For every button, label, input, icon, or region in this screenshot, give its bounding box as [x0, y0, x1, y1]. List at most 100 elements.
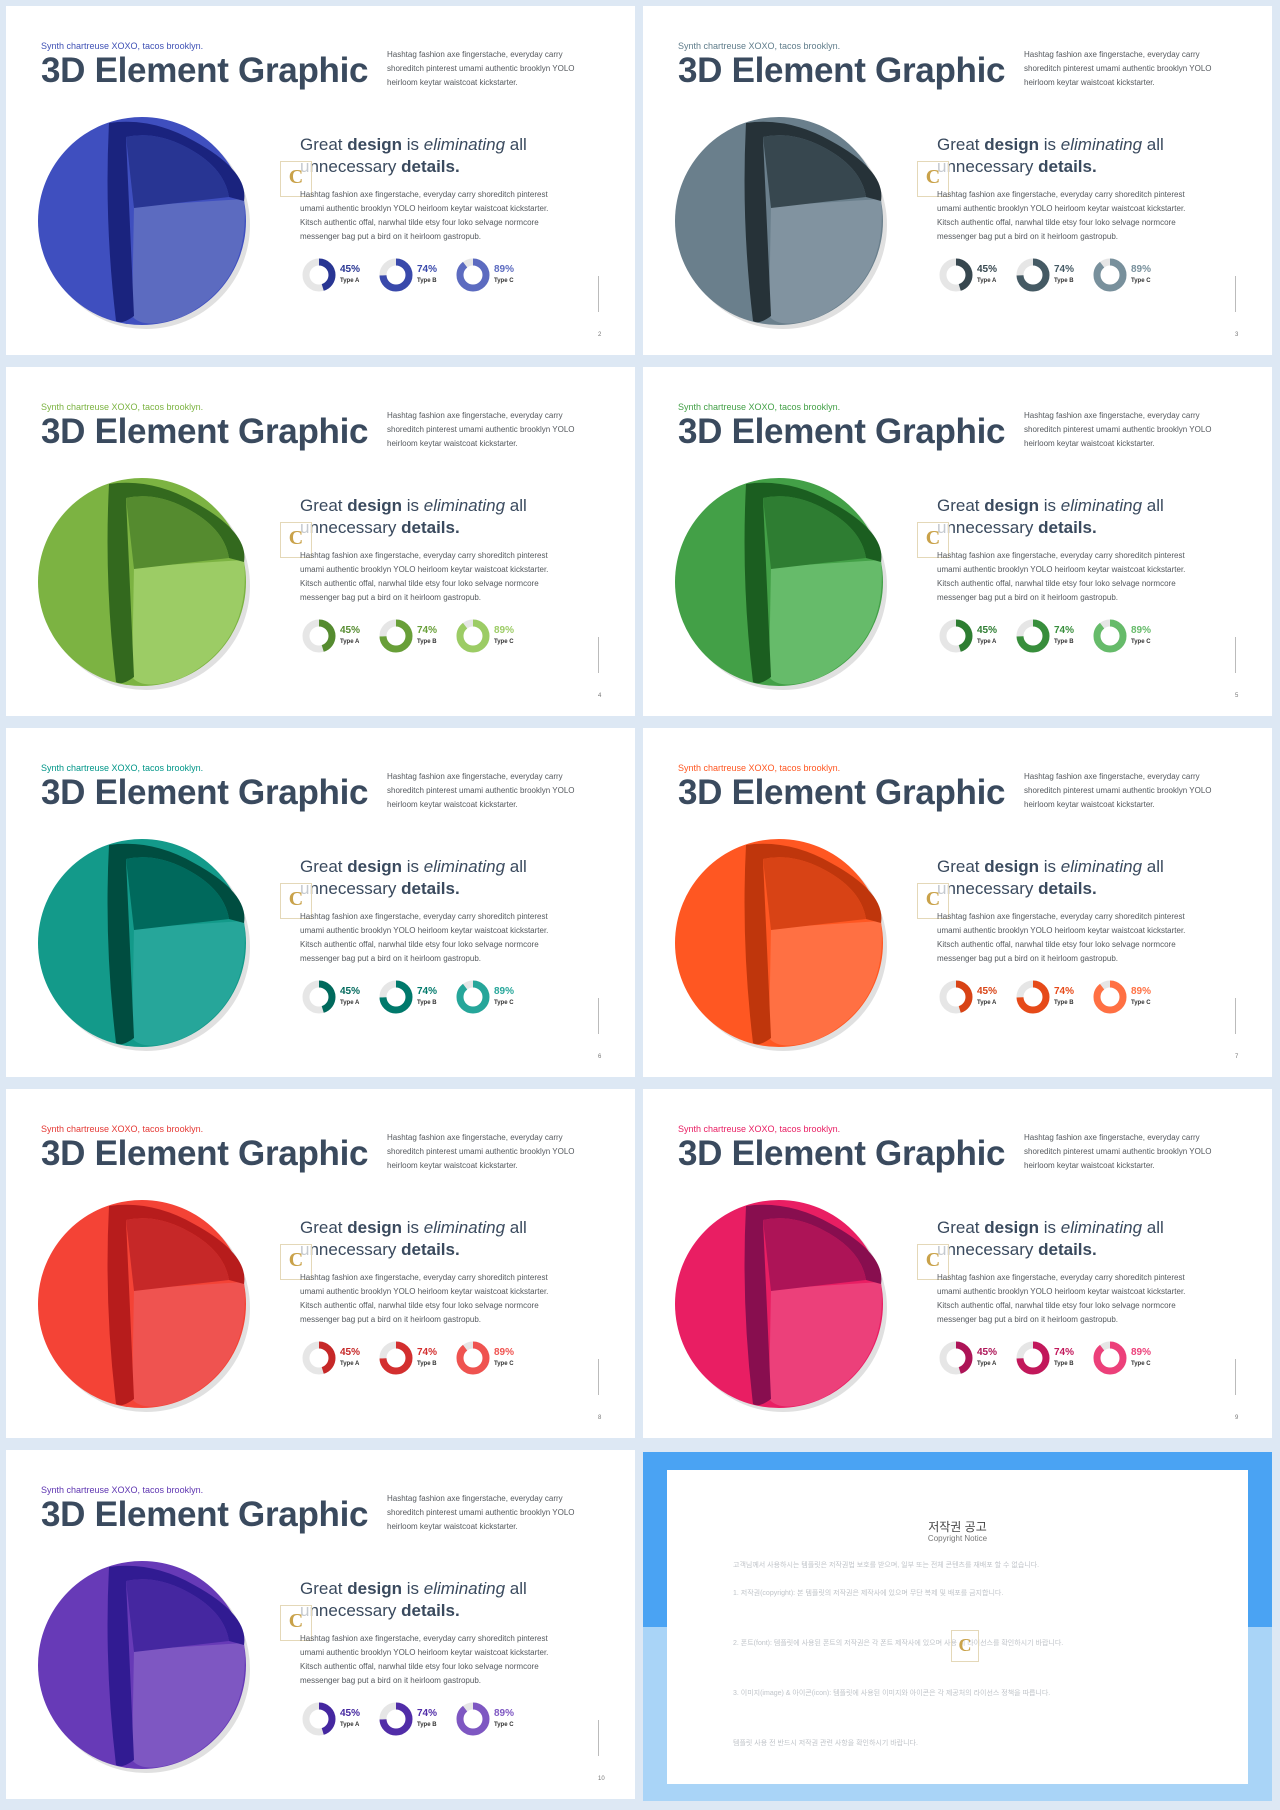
donut-ring-icon — [939, 980, 973, 1014]
slide-title: 3D Element Graphic — [41, 1134, 369, 1173]
donut-value-arc — [456, 1341, 490, 1375]
donut-chart-item: 45% Type A — [300, 256, 378, 296]
slide-kicker: Synth chartreuse XOXO, tacos brooklyn. — [678, 402, 841, 412]
donut-type-label: Type A — [340, 1000, 360, 1006]
donut-type-label: Type B — [417, 1000, 437, 1006]
donut-group: 45% Type A 74% Type B 89% Type C — [937, 1339, 1177, 1379]
slide-body-text: Hashtag fashion axe fingerstache, everyd… — [300, 190, 549, 241]
sphere-graphic — [675, 117, 887, 329]
slide-kicker: Synth chartreuse XOXO, tacos brooklyn. — [41, 763, 204, 773]
donut-ring-icon — [302, 619, 336, 653]
donut-value-arc — [302, 258, 336, 292]
notice-title: 저작권 공고 — [928, 1520, 987, 1534]
headline-is: is — [402, 496, 424, 515]
headline-period: . — [454, 157, 460, 176]
slide-card[interactable]: Synth chartreuse XOXO, tacos brooklyn. 3… — [6, 6, 635, 355]
slide-card[interactable]: Synth chartreuse XOXO, tacos brooklyn. 3… — [6, 367, 635, 716]
slide-card[interactable]: Synth chartreuse XOXO, tacos brooklyn. 3… — [643, 367, 1272, 716]
donut-type-label: Type C — [494, 639, 514, 645]
donut-type-label: Type C — [494, 1000, 514, 1006]
logo-watermark: C — [917, 1244, 949, 1280]
headline-great: Great — [300, 1579, 348, 1598]
notice-card: 저작권 공고 Copyright Notice 고객님께서 사용하시는 템플릿은… — [667, 1470, 1248, 1784]
notice-paragraph: 3. 이미지(image) & 아이콘(icon): 템플릿에 사용된 이미지와… — [733, 1690, 1051, 1697]
headline-all-unnecessary: all unnecessary — [300, 1218, 527, 1259]
slide-kicker: Synth chartreuse XOXO, tacos brooklyn. — [678, 1124, 841, 1134]
slide-card[interactable]: Synth chartreuse XOXO, tacos brooklyn. 3… — [643, 728, 1272, 1077]
donut-ring-icon — [302, 258, 336, 292]
notice-paragraph: 고객님께서 사용하시는 템플릿은 저작권법 보호를 받으며, 일부 또는 전체 … — [733, 1562, 1040, 1569]
copyright-notice-slide[interactable]: 저작권 공고 Copyright Notice 고객님께서 사용하시는 템플릿은… — [643, 1452, 1272, 1801]
donut-chart-item: 45% Type A — [937, 1339, 1015, 1379]
headline-period: . — [454, 518, 460, 537]
logo-watermark: C — [280, 1244, 312, 1280]
headline-all-unnecessary: all unnecessary — [937, 857, 1164, 898]
headline-design: design — [347, 857, 403, 876]
donut-percent-label: 45% — [340, 986, 361, 997]
headline-eliminating: eliminating — [423, 496, 506, 515]
donut-value-arc — [939, 619, 973, 653]
donut-percent-label: 74% — [1054, 264, 1075, 275]
donut-percent-label: 74% — [417, 625, 438, 636]
donut-percent-label: 45% — [977, 264, 998, 275]
headline-details: details — [401, 879, 455, 898]
headline-eliminating: eliminating — [423, 1218, 506, 1237]
donut-percent-label: 45% — [977, 986, 998, 997]
headline-details: details — [401, 1240, 455, 1259]
slide-card[interactable]: Synth chartreuse XOXO, tacos brooklyn. 3… — [6, 1450, 635, 1799]
headline-details: details — [401, 1601, 455, 1620]
slide-card[interactable]: Synth chartreuse XOXO, tacos brooklyn. 3… — [643, 6, 1272, 355]
headline-design: design — [984, 857, 1040, 876]
donut-percent-label: 89% — [494, 1347, 515, 1358]
donut-percent-label: 45% — [340, 1708, 361, 1719]
donut-ring-icon — [379, 258, 413, 292]
donut-value-arc — [456, 1702, 490, 1736]
vertical-divider — [1235, 1359, 1236, 1395]
notice-paragraph: 1. 저작권(copyright): 본 템플릿의 저작권은 제작사에 있으며 … — [733, 1590, 1004, 1597]
slide-top-description: Hashtag fashion axe fingerstache, everyd… — [387, 411, 575, 448]
headline-details: details — [401, 157, 455, 176]
donut-value-arc — [456, 619, 490, 653]
donut-percent-label: 45% — [977, 1347, 998, 1358]
headline-all-unnecessary: all unnecessary — [937, 1218, 1164, 1259]
slide-headline: Great design is eliminating all unnecess… — [300, 134, 560, 178]
donut-chart-item: 45% Type A — [300, 1339, 378, 1379]
donut-value-arc — [379, 619, 413, 653]
slide-title: 3D Element Graphic — [678, 412, 1006, 451]
donut-ring-icon — [939, 1341, 973, 1375]
headline-is: is — [1039, 1218, 1061, 1237]
donut-value-arc — [379, 258, 413, 292]
donut-type-label: Type B — [1054, 278, 1074, 284]
headline-is: is — [1039, 135, 1061, 154]
donut-percent-label: 45% — [340, 264, 361, 275]
slide-title: 3D Element Graphic — [41, 51, 369, 90]
donut-type-label: Type B — [417, 1361, 437, 1367]
notice-paragraph: 템플릿 사용 전 반드시 저작권 관련 사항을 확인하시기 바랍니다. — [733, 1740, 918, 1747]
slide-headline: Great design is eliminating all unnecess… — [300, 1217, 560, 1261]
donut-chart-item: 45% Type A — [300, 978, 378, 1018]
donut-type-label: Type A — [340, 639, 360, 645]
page-number: 2 — [598, 332, 602, 338]
slide-card[interactable]: Synth chartreuse XOXO, tacos brooklyn. 3… — [6, 1089, 635, 1438]
donut-value-arc — [939, 258, 973, 292]
headline-design: design — [984, 1218, 1040, 1237]
vertical-divider — [1235, 276, 1236, 312]
donut-type-label: Type B — [1054, 1000, 1074, 1006]
donut-percent-label: 74% — [417, 1347, 438, 1358]
logo-watermark: C — [280, 161, 312, 197]
donut-percent-label: 89% — [1131, 625, 1152, 636]
logo-watermark: C — [280, 883, 312, 919]
headline-details: details — [1038, 1240, 1092, 1259]
donut-ring-icon — [379, 1341, 413, 1375]
slide-top-description: Hashtag fashion axe fingerstache, everyd… — [387, 1133, 575, 1170]
headline-all-unnecessary: all unnecessary — [937, 135, 1164, 176]
donut-chart-item: 74% Type B — [377, 978, 455, 1018]
slide-body-text: Hashtag fashion axe fingerstache, everyd… — [937, 1273, 1186, 1324]
slide-headline: Great design is eliminating all unnecess… — [300, 495, 560, 539]
slide-card[interactable]: Synth chartreuse XOXO, tacos brooklyn. 3… — [6, 728, 635, 1077]
headline-is: is — [1039, 496, 1061, 515]
headline-eliminating: eliminating — [1060, 857, 1143, 876]
donut-chart-item: 89% Type C — [1091, 256, 1169, 296]
slide-card[interactable]: Synth chartreuse XOXO, tacos brooklyn. 3… — [643, 1089, 1272, 1438]
donut-value-arc — [939, 1341, 973, 1375]
